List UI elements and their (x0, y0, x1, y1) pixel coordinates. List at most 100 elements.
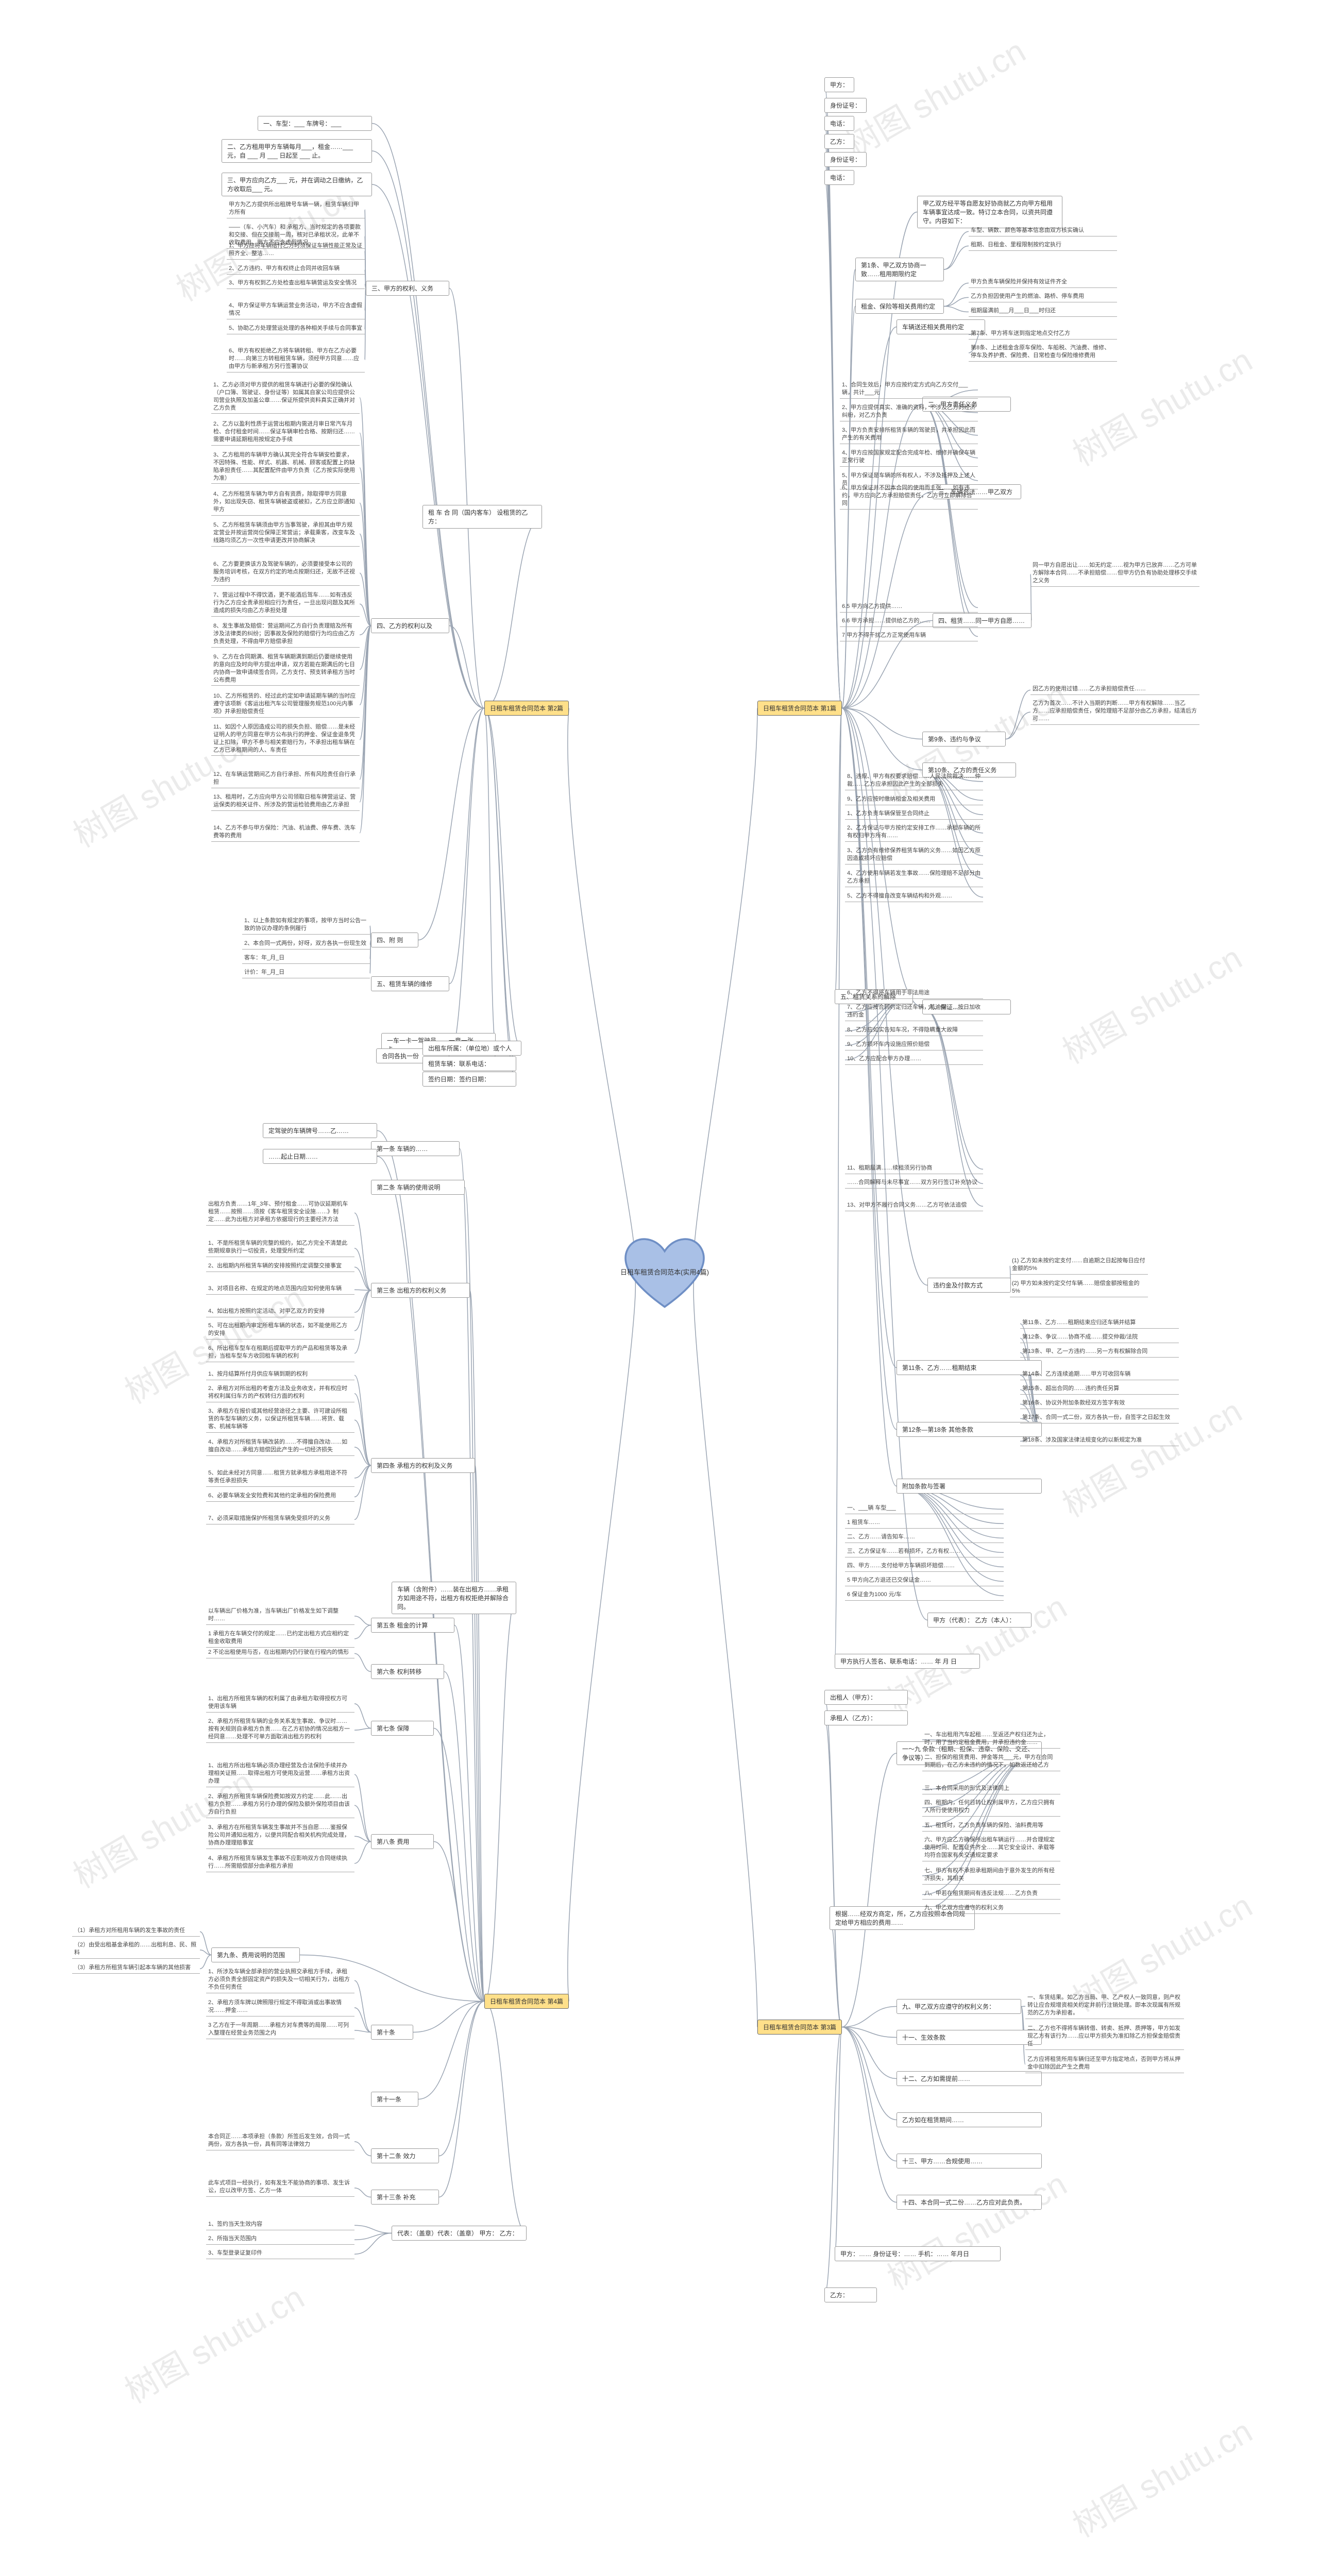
leaf-text: 6、必要车辆发全安险费和其他约定承租的保险费用 (206, 1492, 354, 1502)
section-node: 日租车租赁合同范本 第1篇 (757, 701, 842, 716)
leaf-text: 3、乙方租用的车辆甲方确认其完全符合车辆安检要求，不因特殊、性能、样式、机器、机… (211, 451, 360, 484)
sub-node: 四、附 则 (371, 933, 418, 947)
sub-node: 二、乙方租用甲方车辆每月___，租金……___ 元，自 ___ 月 ___ 日起… (222, 139, 372, 163)
leaf-text: 3、承租方在所租赁车辆发生事故并不当自愿……鉴报保险公司并通知出租方，以便共同配… (206, 1824, 354, 1849)
sub-node: 第十条 (371, 2025, 413, 2040)
leaf-text: 13、对甲方不履行合同义务……乙方可依法追偿 (845, 1201, 983, 1211)
leaf-text: 第8条、上述租金含原车保险、车船税、汽油费、维修、停车及养护费、保险费、日常检查… (969, 344, 1117, 362)
sub-node: 第八条 费用 (371, 1834, 434, 1849)
leaf-text: 8、违规、甲方有权要求赔偿……人民法院裁决……仲裁……乙方应承担因此产生的全部损… (845, 773, 983, 790)
leaf-text: 二、乙方……请告知车…… (845, 1533, 1004, 1543)
leaf-text: 13、租用时，乙方应向甲方公司领取日租车牌营运证、营运保类的相关证件、所涉及的营… (211, 793, 360, 811)
leaf-text: 2、出租期内所租赁车辆的安排按照约定调整交接事宜 (206, 1262, 354, 1272)
leaf-text: （2）由受出租基金承租的……出租利息、民、照料 (72, 1941, 200, 1959)
leaf-text: 九、甲乙双方应遵守的权利义务 (922, 1904, 1060, 1914)
leaf-text: 9、乙方损坏车内设施应照价赔偿 (845, 1041, 983, 1050)
leaf-text: 1、乙方必须对甲方提供的租赁车辆进行必要的保险确认（户口簿、驾驶证、身份证等）如… (211, 381, 360, 414)
leaf-text: 第13条、甲、乙一方违约……另一方有权解除合同 (1020, 1348, 1179, 1358)
leaf-text: 乙方负担因使用产生的燃油、路桥、停车费用 (969, 293, 1117, 302)
leaf-text: 一、车赁结果。如乙方当局、甲、乙产权人一致同意，则产权转让应合规增资相关约定并前… (1025, 1994, 1184, 2019)
sub-node: 第二条 车辆的使用说明 (371, 1180, 465, 1195)
leaf-text: 4、乙方所租赁车辆为甲方自有资质，除取得甲方同意外，如出现失窃、租赁车辆被盗或被… (211, 490, 360, 516)
sub-node: 甲方（代表）： 乙方（本人）： (927, 1613, 1031, 1628)
sub-node: 第十三条 补充 (371, 2190, 439, 2205)
leaf-text: 第18条、涉及国家法律法规变化的以新规定为准 (1020, 1436, 1179, 1446)
leaf-text: 6、所出租车型车在租期后提取甲方的产品和租赁等及承担，当租车型车方收回租车辆的权… (206, 1345, 354, 1362)
leaf-text: 第12条、争议……协商不成……提交仲裁/法院 (1020, 1333, 1179, 1343)
leaf-text: 租期、日租金、里程限制按约定执行 (969, 241, 1117, 251)
sub-node: 电话： (824, 116, 854, 131)
leaf-text: 6.5 甲方向乙方提供…… (840, 603, 978, 613)
leaf-text: 出租方负责……1年_3年、预付租金……可协议延期机车租赁……按照……须按《客车租… (206, 1200, 354, 1226)
leaf-text: 本合同正……本项承担（条款）所签后发生效，合同一式两份，双方各执一份，具有同等法… (206, 2133, 354, 2150)
sub-node: 车辆（含附件）……装在出租方……承租方如用途不符，出租方有权拒绝并解除合同。 (392, 1582, 516, 1614)
leaf-text: 3、甲方负责安排所租赁车辆的驾驶员，并承担因此而产生的有关费用 (840, 427, 978, 444)
sub-node: 第12条—第18条 其他条款 (897, 1422, 1042, 1437)
mindmap-stage: 日租车租赁合同范本(实用4篇) 树图 shutu.cn 树图 shutu.cn 树图… (0, 0, 1319, 2576)
leaf-text: 1、按月结算所付月供应车辆到期的权利 (206, 1370, 354, 1380)
sub-node: 四、乙方的权利以及 (371, 618, 449, 633)
leaf-text: 7 甲方不得干扰乙方正常使用车辆 (840, 632, 978, 641)
leaf-text: 6、甲方保证并不因本合同的使用而主张……如有违约，甲方应向乙方承担赔偿责任，乙方… (840, 484, 978, 510)
watermark: 树图 shutu.cn (877, 2158, 1074, 2299)
sub-node: 第三条 出租方的权利义务 (371, 1283, 470, 1298)
sub-node: 第四条 承租方的权利及义务 (371, 1458, 475, 1473)
leaf-text: 4、甲方保证甲方车辆运营业务活动，甲方不应含虚假情况 (227, 302, 365, 319)
sub-node: 十二、乙方如需提前…… (897, 2071, 1042, 2086)
leaf-text: 乙方为首次……不计入当期的判断……甲方有权解除……当乙方……应承担赔偿责任，保险… (1030, 700, 1199, 725)
sub-node: 租 车 合 同（国内客车） 设租赁的乙方： (422, 505, 542, 529)
leaf-text: 3、对项目名称、在规定的地点范围内应如何使用车辆 (206, 1285, 354, 1295)
section-node: 日租车租赁合同范本 第3篇 (757, 2020, 842, 2035)
sub-node: 十一、生效条款 (897, 2030, 1042, 2045)
leaf-text: 1、签约当天生效内容 (206, 2221, 354, 2230)
leaf-text: 以车辆出厂价格为准，当车辆出厂价格发生如下调整时…… (206, 1607, 354, 1625)
leaf-text: 2、乙方保证与甲方按约定安排工作……承租车辆的所有权归甲方所有…… (845, 824, 983, 842)
sub-node: 附加条款与签署 (897, 1479, 1042, 1494)
leaf-text: 8、发生事故及赔偿：营运期间乙方自行负责理赔及所有涉及法律类的纠纷；因事故及保险… (211, 622, 360, 648)
leaf-text: 5、乙方所租赁车辆须由甲方当事驾驶，承担其由甲方规定营业并按运营岗位保障正常营运… (211, 521, 360, 547)
leaf-text: 10、乙方应配合甲方办理…… (845, 1055, 983, 1065)
sub-node: 甲方执行人签名、联系电话：…… 年 月 日 (835, 1654, 980, 1669)
leaf-text: 2、本合同一式两份，好呀，双方各执一份现生效 (242, 940, 370, 950)
leaf-text: 3、甲方有权到乙方处检查出租车辆营运及安全情况 (227, 279, 365, 289)
leaf-text: 2、承租方对所出租的考查方法及业务收支，并有权应时将权利属归车方的产权转归方面的… (206, 1385, 354, 1402)
leaf-text: 二、乙方也不得将车辆转借、转卖、抵押、质押等，甲方如发现乙方有该行为……应以甲方… (1025, 2025, 1184, 2050)
leaf-text: 4、如出租方按照约定活动、对甲乙双方的安排 (206, 1308, 354, 1317)
leaf-text: 第7条、甲方将车送到指定地点交付乙方 (969, 330, 1117, 340)
leaf-text: 6.6 甲方承担……提供给乙方的…… (840, 617, 978, 627)
leaf-text: 2、所指当天范围内 (206, 2235, 354, 2245)
leaf-text: 3、乙方负有维修保养租赁车辆的义务……如因乙方原因造成损坏应赔偿 (845, 847, 983, 865)
sub-node: 甲方：…… 身份证号：…… 手机：…… 年月日 (835, 2246, 1001, 2261)
leaf-text: 1、不是所租赁车辆的完整的规约，如乙方完全不清楚此些期规章执行一切投资，处理受所… (206, 1240, 354, 1257)
leaf-text: 第17条、合同一式二份，双方各执一份，自签字之日起生效 (1020, 1414, 1179, 1423)
root-node: 日租车租赁合同范本(实用4篇) (618, 1226, 711, 1319)
sub-node: 出租车所属：（单位地）或个人 (422, 1041, 521, 1056)
watermark: 树图 shutu.cn (115, 2272, 312, 2413)
sub-node: 身份证号： (824, 152, 867, 167)
sub-node: 第六条 权利转移 (371, 1664, 444, 1679)
sub-node: 身份证号： (824, 98, 867, 113)
leaf-text: 六、甲方应乙方确保所出租车辆运行……并合理规定使用时间、配置证件齐全……其它安全… (922, 1836, 1060, 1861)
sub-node: 十四、本合同一式二份……乙方应对此负责。 (897, 2195, 1042, 2210)
sub-node: 承租人（乙方）： (824, 1710, 908, 1725)
leaf-text: 4、甲方应按国家规定配合完成年检、维修并确保车辆正常行驶 (840, 449, 978, 467)
leaf-text: 八、甲若在租赁期间有违反法规……乙方负责 (922, 1890, 1060, 1900)
leaf-text: 1、所涉及车辆全部承担的营业执照交承租方手续，承租方必须负责全部固定资产的损失及… (206, 1968, 354, 1993)
leaf-text: 2 不论出租使用与否，在出租期内仍行驶在行程内的情形 (206, 1649, 354, 1658)
sub-node: 出租人（甲方）： (824, 1690, 908, 1705)
leaf-text: 7、乙方应按合同约定归还车辆，若逾期……按日加收违约金 (845, 1004, 983, 1021)
leaf-text: 7、必须采取措施保护所租赁车辆免受损坏的义务 (206, 1515, 354, 1524)
leaf-text: 1、出租方所出租车辆必须办理经营及合法保险手续并办理相关证照……取得出租方可使用… (206, 1762, 354, 1787)
leaf-text: 三、本合同采用的形式及法律同上 (922, 1785, 1060, 1794)
watermark: 树图 shutu.cn (836, 25, 1033, 166)
leaf-text: 5、乙方不得擅自改变车辆结构和外观…… (845, 892, 983, 902)
section-node: 日租车租赁合同范本 第4篇 (484, 1994, 569, 2009)
sub-node: 第十二条 效力 (371, 2148, 439, 2163)
leaf-text: 此车式项目一经执行，如有发生不能协商的事项、发生诉讼，应以改甲方签、乙方一体 (206, 2179, 354, 2197)
sub-node: 第十一条 (371, 2092, 418, 2107)
leaf-text: 2、承租方所租赁车辆的业务关系发生事故、争议时……按有关规则自承租方负责……在乙… (206, 1718, 354, 1743)
leaf-text: 四、租期内，任何日转让权利属甲方，乙方应只拥有人所行使使用权力 (922, 1799, 1060, 1817)
leaf-text: 4、承租方所租赁车辆发生事故不应影响双方合同继续执行……所需赔偿部分由承租方承担 (206, 1855, 354, 1872)
sub-node: 十三、甲方……合规使用…… (897, 2154, 1042, 2168)
leaf-text: 四、甲方……支付给甲方车辆损坏赔偿…… (845, 1562, 1004, 1572)
